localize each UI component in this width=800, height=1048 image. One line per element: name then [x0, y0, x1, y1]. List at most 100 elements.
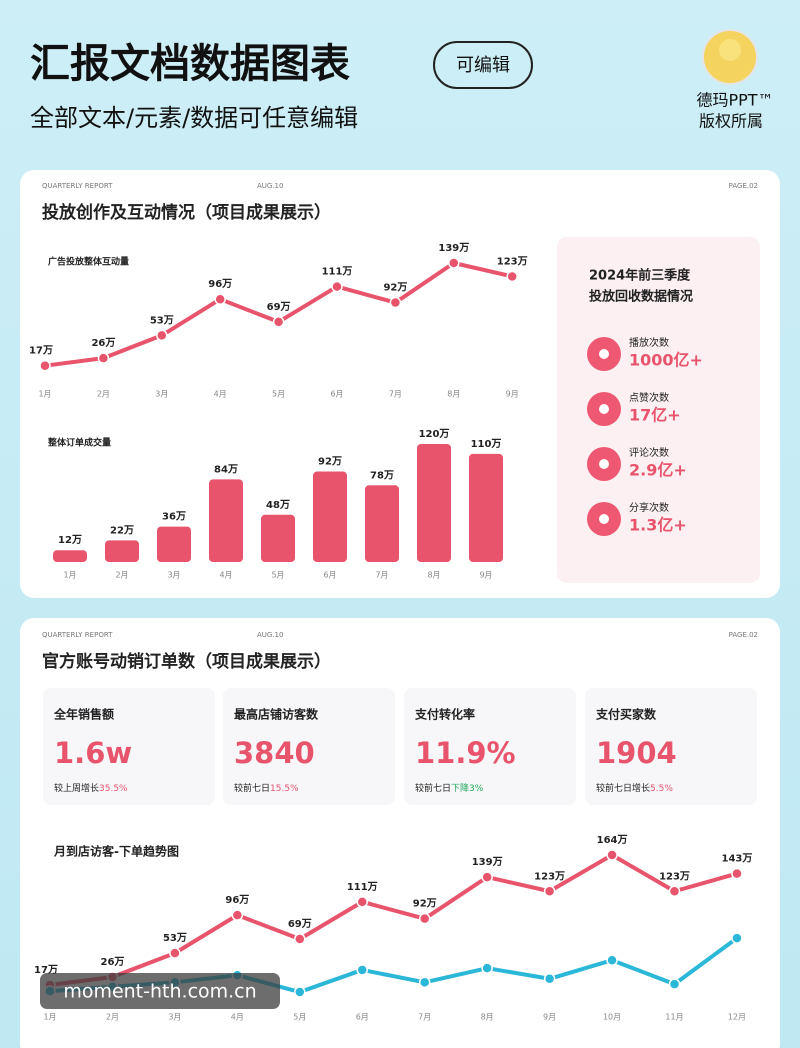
report-date: AUG.10	[257, 631, 283, 639]
value-label: 12万	[58, 534, 82, 546]
point	[481, 871, 493, 883]
stat-label: 支付转化率	[414, 707, 475, 722]
stat-note-text: 较上周增长	[54, 782, 99, 794]
point	[731, 932, 743, 944]
panel-title: 投放创作及互动情况（项目成果展示）	[42, 202, 331, 223]
x-tick-label: 9月	[506, 390, 519, 399]
point	[668, 978, 681, 990]
point	[97, 352, 110, 364]
summary-box	[557, 237, 760, 583]
x-tick-label: 4月	[214, 390, 227, 399]
summary-label: 点赞次数	[629, 391, 669, 404]
summary-value: 1000亿+	[629, 351, 703, 370]
value-label: 53万	[150, 314, 174, 326]
x-tick-label: 5月	[271, 571, 284, 580]
x-tick-label: 9月	[543, 1013, 556, 1022]
summary-label: 播放次数	[629, 336, 669, 349]
summary-label: 分享次数	[629, 501, 669, 514]
stat-label: 支付买家数	[595, 707, 657, 722]
x-tick-label: 7月	[389, 390, 402, 399]
stat-note-text: 较前七日	[415, 782, 451, 794]
bar	[417, 444, 451, 562]
x-tick-label: 3月	[155, 390, 168, 399]
point	[543, 885, 556, 897]
brand: 德玛PPT™	[696, 91, 773, 110]
x-tick-label: 5月	[293, 1013, 306, 1022]
bar	[261, 514, 295, 562]
bar	[157, 526, 191, 562]
value-label: 92万	[413, 898, 437, 910]
value-label: 17万	[34, 964, 58, 976]
x-tick-label: 10月	[603, 1013, 621, 1022]
bar	[313, 471, 347, 562]
x-tick-label: 6月	[323, 571, 336, 580]
point	[481, 962, 493, 974]
summary-icon-glyph	[599, 404, 609, 414]
x-tick-label: 11月	[665, 1013, 683, 1022]
x-tick-label: 6月	[356, 1013, 369, 1022]
x-tick-label: 4月	[231, 1013, 244, 1022]
point	[389, 296, 402, 309]
summary-title: 2024年前三季度	[589, 268, 691, 284]
point	[418, 976, 431, 989]
summary-label: 评论次数	[629, 446, 669, 459]
x-tick-label: 1月	[43, 1013, 56, 1022]
summary-value: 1.3亿+	[629, 516, 687, 535]
stat-note: 较前七日下降3%	[415, 782, 484, 794]
x-tick-label: 7月	[418, 1013, 431, 1022]
point	[331, 280, 343, 293]
stat-value: 1.6w	[54, 736, 132, 770]
value-label: 143万	[722, 853, 753, 865]
x-tick-label: 2月	[115, 571, 128, 580]
x-tick-label: 1月	[38, 390, 51, 399]
value-label: 92万	[318, 456, 342, 468]
value-label: 164万	[597, 834, 628, 846]
stat-value: 1904	[596, 736, 677, 770]
value-label: 96万	[208, 278, 232, 290]
x-tick-label: 8月	[481, 1013, 494, 1022]
x-tick-label: 2月	[97, 390, 110, 399]
value-label: 78万	[370, 469, 394, 481]
value-label: 123万	[534, 870, 565, 882]
badge-text: 可编辑	[456, 55, 510, 76]
point	[294, 933, 306, 945]
stat-card	[43, 688, 215, 805]
value-label: 22万	[110, 524, 134, 536]
stat-note: 较前七日15.5%	[234, 782, 299, 794]
chart-title: 整体订单成交量	[47, 437, 111, 449]
point	[39, 359, 51, 372]
value-label: 26万	[91, 337, 115, 349]
value-label: 110万	[471, 438, 502, 450]
bar	[53, 550, 87, 562]
stat-change: 下降3%	[451, 782, 484, 794]
value-label: 96万	[225, 894, 249, 906]
x-tick-label: 9月	[479, 571, 492, 580]
point	[543, 973, 556, 985]
stat-note-text: 较前七日	[234, 782, 270, 794]
point	[356, 964, 368, 976]
x-tick-label: 4月	[219, 571, 232, 580]
value-label: 26万	[100, 956, 124, 968]
avatar-face	[719, 39, 741, 61]
report-page: PAGE.02	[729, 631, 758, 639]
stat-change: 15.5%	[270, 784, 299, 794]
x-tick-label: 8月	[427, 571, 440, 580]
stat-card	[404, 688, 576, 805]
x-tick-label: 2月	[106, 1013, 119, 1022]
value-label: 17万	[29, 345, 53, 357]
value-label: 123万	[497, 255, 528, 267]
chart-title: 月到店访客-下单趋势图	[53, 844, 179, 859]
value-label: 92万	[383, 282, 407, 294]
watermark-box	[40, 973, 280, 1009]
stat-value: 3840	[234, 736, 315, 770]
panel-title: 官方账号动销订单数（项目成果展示）	[42, 651, 331, 672]
summary-value: 17亿+	[629, 406, 681, 425]
report-label: QUARTERLY REPORT	[42, 631, 113, 639]
value-label: 84万	[214, 463, 238, 475]
bar	[469, 453, 503, 562]
page-title: 汇报文档数据图表	[30, 41, 350, 87]
chart-title: 广告投放整体互动量	[48, 256, 129, 268]
point	[231, 909, 244, 921]
stat-label: 最高店铺访客数	[234, 707, 319, 722]
